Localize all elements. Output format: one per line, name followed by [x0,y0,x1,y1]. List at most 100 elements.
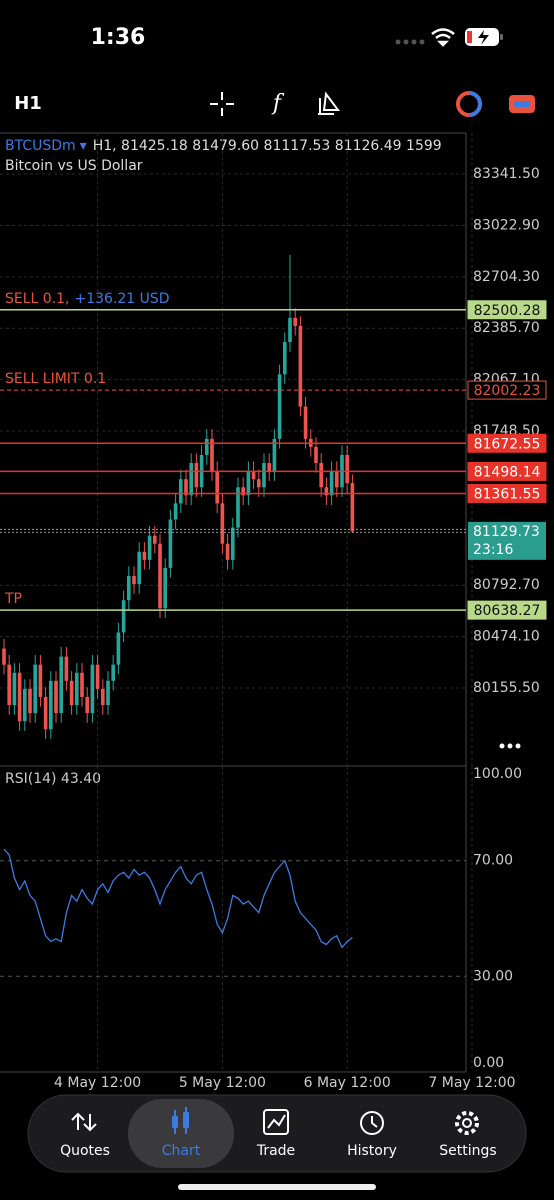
candle-body [147,535,152,560]
price-tag-label: 81498.14 [474,464,541,480]
candle-body [256,479,261,488]
candle-body [152,535,157,544]
order-name: SELL 0.1, [5,291,70,307]
candle-body [189,463,194,496]
account-icon[interactable] [456,91,482,117]
rsi-line [3,848,353,949]
price-tag [467,433,547,453]
candle-body [319,463,324,488]
y-tick-label: 80474.10 [473,629,540,645]
candle-body [95,664,100,689]
trade-tab-icon [263,1109,289,1135]
history-icon [360,1111,384,1135]
price-tag-label: 82500.28 [474,303,541,319]
crosshair-icon[interactable] [210,92,234,116]
home-indicator [178,1184,376,1190]
bar-timer: 23:16 [473,542,513,558]
tab-label[interactable]: Settings [439,1143,496,1159]
candle-body [251,471,256,480]
order-label: TP [4,591,22,607]
more-icon[interactable] [499,743,521,749]
signal [395,39,425,45]
order-profit: +136.21 USD [75,291,170,307]
candle-body [178,479,183,504]
candle-body [303,406,308,439]
candle-body [334,471,339,488]
candle-body [158,543,162,609]
timeframe[interactable]: H1 [14,93,42,114]
candle-body [90,664,95,714]
order-name: SELL LIMIT 0.1 [5,371,106,387]
candle-body [116,632,121,665]
candle-body [293,317,298,326]
active-tab [128,1099,234,1168]
candle-body [100,688,105,706]
candle-body [2,648,6,665]
rsi-tick-label: 0.00 [473,1055,504,1071]
rsi-title: RSI(14) 43.40 [5,771,101,787]
candle-body [272,438,277,472]
candle-body [262,463,266,488]
battery-icon [465,28,503,46]
tab-label[interactable]: History [347,1143,397,1159]
y-tick-label: 82385.70 [473,320,540,336]
rsi-tick-label: 70.00 [473,853,513,869]
candle-body [126,575,131,601]
price-tag-label: 81361.55 [474,486,541,502]
candle-body [194,463,199,488]
candle-body [38,664,43,697]
price-tag-label: 81672.55 [474,436,541,452]
candle-body [54,680,58,714]
chart-icon [172,1107,189,1134]
candle-body [314,446,318,464]
candle-body [345,454,350,484]
price-tag-label: 80638.27 [474,603,541,619]
candle-body [12,672,17,706]
candle-body [277,374,282,439]
tab-label[interactable]: Trade [256,1143,295,1159]
candle-body [215,471,220,504]
price-tag-label: 82002.23 [474,383,541,399]
current-price-tag [468,521,546,560]
rsi-tick-label: 100.00 [473,766,522,782]
objects-icon[interactable] [318,91,340,115]
candle-body [184,479,188,496]
candle-body [22,688,27,722]
tab-label[interactable]: Chart [162,1143,201,1159]
candle-body [33,664,38,714]
candle-body [137,551,142,585]
x-tick-label: 5 May 12:00 [179,1075,266,1091]
candle-body [7,664,12,706]
candle-body [132,575,136,585]
candle-body [282,342,287,375]
trade-icon[interactable] [509,95,535,113]
candle-body [80,672,84,697]
candle-body [142,551,147,560]
symbol[interactable]: BTCUSDm [5,138,76,154]
y-tick-label: 80792.70 [473,577,540,593]
candle-body [59,656,64,714]
price-tag [467,600,547,620]
candle-body [204,438,209,455]
tab-label[interactable]: Quotes [60,1143,110,1159]
chart-header: BTCUSDm ▾ H1, 81425.18 81479.60 81117.53 8… [5,138,442,154]
quotes-icon [71,1112,97,1132]
order-label: SELL LIMIT 0.1 [5,371,106,387]
y-tick-label: 80155.50 [473,680,540,696]
candle-body [173,503,178,520]
price-tag [467,300,547,320]
rsi-tick-label: 30.00 [473,968,513,984]
y-tick-label: 83341.50 [473,166,540,182]
candle-body [64,656,69,681]
ohlc-header: H1, 81425.18 81479.60 81117.53 81126.49 … [93,138,442,154]
indicators-icon[interactable]: f [271,91,285,116]
clock: 1:36 [91,25,146,50]
candle-body [241,487,246,496]
candle-body [168,519,173,568]
candle-body [111,664,116,681]
candle-body [28,688,32,714]
y-tick-label: 82704.30 [473,269,540,285]
price-tag [467,461,547,481]
candle-body [350,483,355,532]
